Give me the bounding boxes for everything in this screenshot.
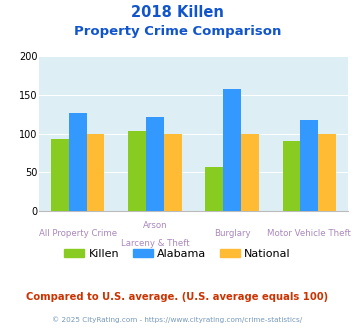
Text: Motor Vehicle Theft: Motor Vehicle Theft: [267, 229, 351, 238]
Bar: [241, 134, 259, 211]
Bar: [283, 141, 300, 211]
Bar: [146, 116, 164, 211]
Bar: [128, 131, 146, 211]
Text: Compared to U.S. average. (U.S. average equals 100): Compared to U.S. average. (U.S. average …: [26, 292, 329, 302]
Bar: [318, 134, 336, 211]
Bar: [300, 120, 318, 211]
Text: Property Crime Comparison: Property Crime Comparison: [74, 25, 281, 38]
Bar: [51, 139, 69, 211]
Text: Burglary: Burglary: [214, 229, 250, 238]
Text: Arson: Arson: [143, 221, 167, 230]
Bar: [87, 134, 104, 211]
Text: 2018 Killen: 2018 Killen: [131, 5, 224, 20]
Legend: Killen, Alabama, National: Killen, Alabama, National: [60, 245, 295, 263]
Bar: [164, 134, 181, 211]
Text: © 2025 CityRating.com - https://www.cityrating.com/crime-statistics/: © 2025 CityRating.com - https://www.city…: [53, 317, 302, 323]
Text: Larceny & Theft: Larceny & Theft: [121, 239, 189, 248]
Bar: [69, 113, 87, 211]
Text: All Property Crime: All Property Crime: [39, 229, 117, 238]
Bar: [206, 167, 223, 211]
Bar: [223, 89, 241, 211]
